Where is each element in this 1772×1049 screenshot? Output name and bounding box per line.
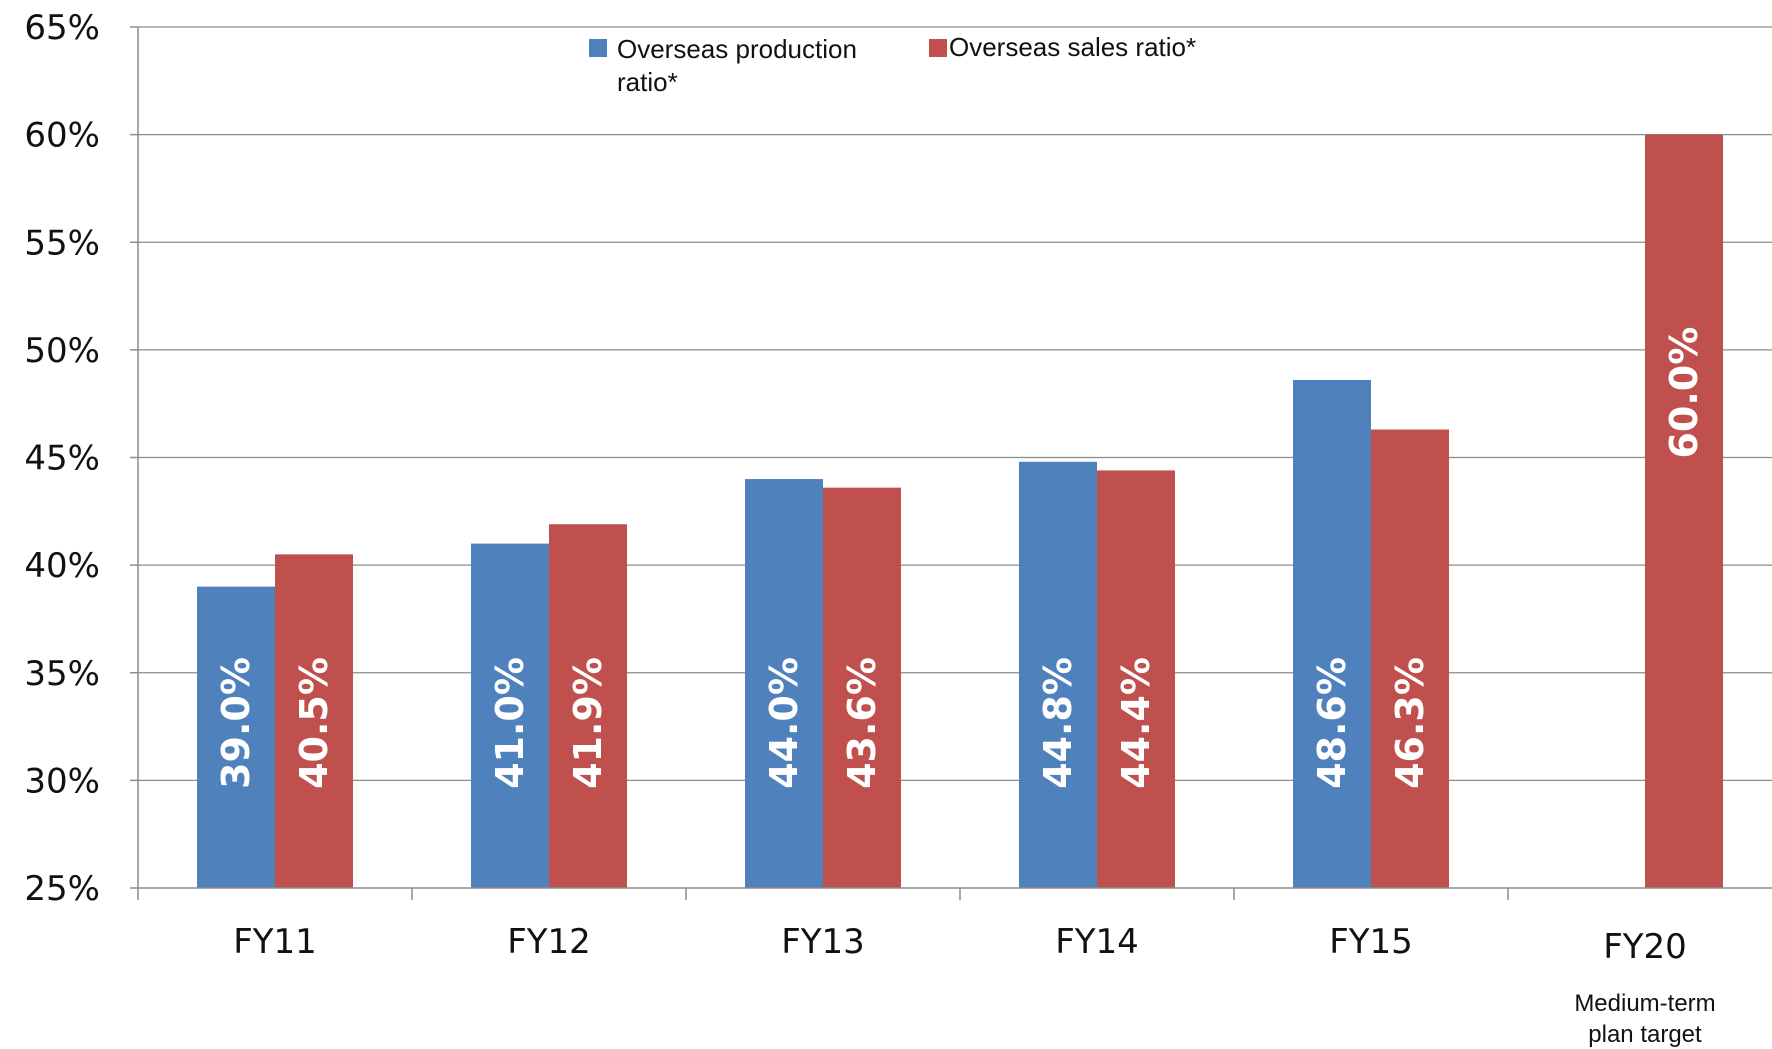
y-axis-ticks: 25% 30% 35% 40% 45% 50% 55% 60% 65% <box>24 8 138 909</box>
bars <box>197 134 1723 888</box>
bar <box>549 524 627 888</box>
y-tick-label: 45% <box>24 439 100 479</box>
legend-label: Overseas production <box>617 34 857 64</box>
x-category-label: FY15 <box>1329 922 1413 962</box>
data-label: 43.6% <box>840 657 884 789</box>
x-category-label: FY11 <box>233 922 317 962</box>
data-label: 41.9% <box>566 657 610 789</box>
x-axis-categories: FY11 FY12 FY13 FY14 FY15 FY20 Medium-term plan … <box>233 922 1715 1048</box>
bar <box>1097 470 1175 888</box>
data-label: 48.6% <box>1310 657 1354 789</box>
data-label: 44.4% <box>1114 657 1158 789</box>
bar <box>1019 461 1097 888</box>
bar <box>471 543 549 888</box>
bar <box>823 487 901 888</box>
x-category-label: FY13 <box>781 922 865 962</box>
legend-label: ratio* <box>617 67 678 97</box>
x-category-label: FY12 <box>507 922 591 962</box>
x-category-label: FY20 <box>1603 927 1687 967</box>
gridlines <box>138 26 1772 781</box>
legend-swatch <box>929 39 947 57</box>
y-tick-label: 25% <box>24 869 100 909</box>
y-tick-label: 30% <box>24 761 100 801</box>
y-tick-label: 50% <box>24 331 100 371</box>
data-labels: 39.0% 40.5% 41.0% 41.9% 44.0% 43.6% 44.8% 44.4%… <box>214 327 1706 789</box>
legend-label: Overseas sales ratio* <box>949 32 1196 62</box>
bar <box>197 586 275 888</box>
data-label: 41.0% <box>488 657 532 789</box>
x-category-sublabel: plan target <box>1588 1021 1702 1048</box>
bar <box>275 554 353 888</box>
data-label: 39.0% <box>214 657 258 789</box>
bar <box>1371 429 1449 888</box>
data-label: 60.0% <box>1662 327 1706 459</box>
bar <box>745 479 823 888</box>
x-axis <box>137 27 1772 900</box>
data-label: 44.0% <box>762 657 806 789</box>
y-tick-label: 35% <box>24 654 100 694</box>
y-tick-label: 55% <box>24 223 100 263</box>
bar <box>1293 380 1371 888</box>
data-label: 46.3% <box>1388 657 1432 789</box>
y-tick-label: 60% <box>24 116 100 156</box>
bar <box>1645 134 1723 888</box>
x-category-label: FY14 <box>1055 922 1139 962</box>
x-category-sublabel: Medium-term <box>1574 990 1715 1017</box>
data-label: 44.8% <box>1036 657 1080 789</box>
data-label: 40.5% <box>292 657 336 789</box>
y-tick-label: 40% <box>24 546 100 586</box>
y-tick-label: 65% <box>24 8 100 48</box>
legend-swatch <box>589 39 607 57</box>
